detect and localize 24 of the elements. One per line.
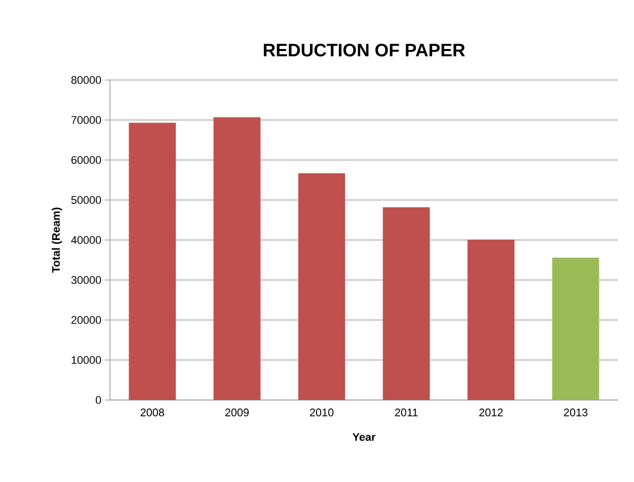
bar	[382, 207, 430, 400]
y-tick-label: 10000	[72, 356, 102, 364]
x-tick-label: 2013	[564, 408, 588, 416]
y-tick-label: 70000	[71, 116, 102, 124]
x-tick-label: 2012	[479, 408, 503, 416]
y-tick-label: 20000	[71, 316, 102, 324]
x-tick-label: 2010	[310, 408, 334, 416]
x-tick-label: 2009	[225, 408, 249, 416]
bar	[468, 240, 515, 400]
y-tick-label: 80000	[71, 76, 102, 84]
y-tick-label: 40000	[71, 236, 102, 244]
y-tick-label: 30000	[71, 276, 102, 284]
x-tick-label: 2011	[395, 408, 418, 416]
x-axis-title: Year	[352, 433, 376, 441]
bar	[552, 258, 600, 400]
y-tick-label: 60000	[71, 156, 102, 164]
bar	[214, 117, 261, 400]
x-tick-label: 2008	[140, 408, 164, 416]
y-tick-label: 50000	[71, 196, 102, 204]
y-axis-title: Total (Ream)	[52, 208, 62, 273]
bar	[128, 122, 176, 400]
chart-title: REDUCTION OF PAPER	[264, 44, 465, 56]
bar	[298, 173, 346, 400]
y-tick-label: 0	[96, 396, 102, 404]
